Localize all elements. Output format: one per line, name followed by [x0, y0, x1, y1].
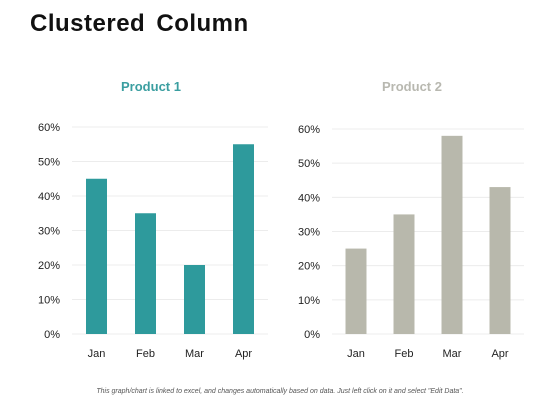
y-tick-label: 20% [38, 260, 60, 272]
footnote: This graph/chart is linked to excel, and… [96, 388, 464, 395]
y-tick-label: 30% [298, 227, 320, 239]
x-tick-label: Mar [185, 348, 204, 360]
y-tick-label: 0% [44, 329, 60, 341]
bar-feb [393, 214, 415, 334]
x-tick-label: Jan [347, 348, 365, 360]
chart-title: Product 1 [121, 79, 181, 94]
bar-feb [135, 213, 156, 334]
y-tick-label: 60% [38, 122, 60, 134]
bar-mar [441, 135, 463, 334]
chart-product-1: Product 1 0% 10% 20% 30% 40% 50% 60% Jan Feb Mar Ap… [38, 79, 268, 360]
y-tick-label: 10% [298, 295, 320, 307]
y-tick-label: 0% [304, 329, 320, 341]
y-tick-label: 10% [38, 295, 60, 307]
bar-jan [345, 248, 367, 334]
chart-product-2: Product 2 0% 10% 20% 30% 40% 50% 60% Jan Feb Mar Ap… [298, 79, 524, 360]
y-tick-label: 40% [38, 191, 60, 203]
bar-apr [489, 187, 511, 334]
x-tick-label: Apr [235, 348, 252, 360]
y-tick-label: 50% [38, 157, 60, 169]
y-tick-label: 20% [298, 261, 320, 273]
page-title: Clustered Column [30, 10, 249, 37]
x-tick-label: Mar [443, 348, 462, 360]
y-tick-label: 50% [298, 158, 320, 170]
chart-title: Product 2 [382, 79, 442, 94]
y-tick-label: 40% [298, 192, 320, 204]
x-tick-label: Apr [491, 348, 508, 360]
x-tick-label: Feb [136, 348, 155, 360]
bar-mar [184, 265, 205, 334]
y-tick-label: 60% [298, 124, 320, 136]
x-tick-label: Jan [88, 348, 106, 360]
y-tick-label: 30% [38, 226, 60, 238]
bar-jan [86, 178, 107, 334]
x-tick-label: Feb [395, 348, 414, 360]
bar-apr [233, 144, 254, 334]
